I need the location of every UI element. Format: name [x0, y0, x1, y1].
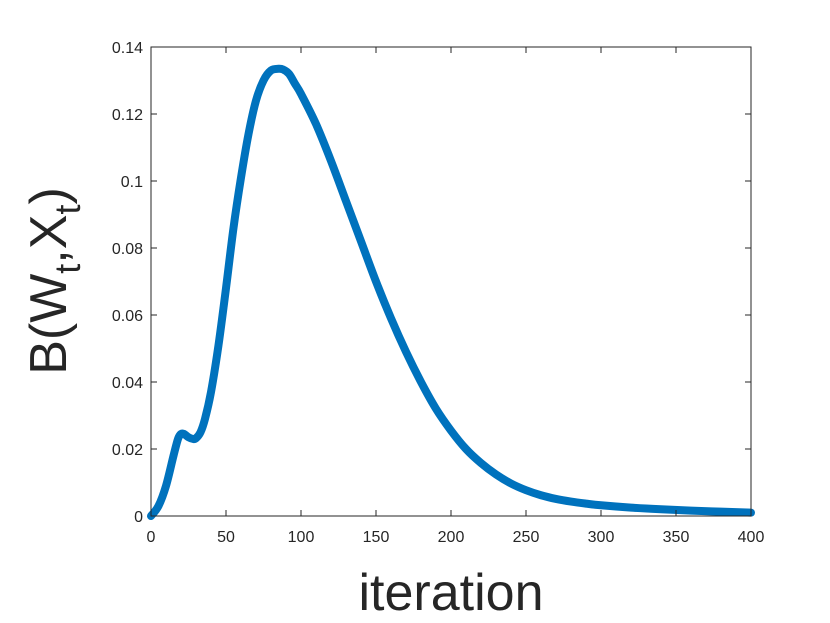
x-tick-label: 400: [738, 529, 765, 546]
series-layer: [147, 64, 755, 520]
y-axis-label: B(Wt,Xt): [20, 187, 88, 375]
x-axis-ticks: 0 50 100 150 200 250 300 350 400: [147, 47, 765, 546]
x-tick-label: 100: [288, 529, 315, 546]
x-tick-label: 350: [663, 529, 690, 546]
x-tick-label: 0: [147, 529, 156, 546]
x-tick-label: 150: [363, 529, 390, 546]
y-tick-label: 0.14: [112, 40, 143, 57]
y-tick-label: 0.06: [112, 308, 143, 325]
y-tick-label: 0.08: [112, 241, 143, 258]
y-label-base: B(W: [20, 274, 78, 375]
x-axis-label: iteration: [359, 564, 544, 622]
y-tick-label: 0: [134, 509, 143, 526]
x-tick-label: 200: [438, 529, 465, 546]
y-tick-label: 0.02: [112, 442, 143, 459]
plot-area: [151, 47, 751, 516]
y-label-mid: ,X: [20, 215, 78, 264]
y-tick-label: 0.12: [112, 107, 143, 124]
y-label-sub1: t: [47, 264, 88, 274]
x-tick-label: 300: [588, 529, 615, 546]
y-tick-label: 0.1: [121, 174, 143, 191]
x-tick-label: 250: [513, 529, 540, 546]
x-tick-label: 50: [217, 529, 235, 546]
series-line: [147, 64, 755, 520]
y-label-sub2: t: [47, 205, 88, 215]
y-axis-ticks: 0 0.02 0.04 0.06 0.08 0.1 0.12 0.14: [112, 40, 751, 526]
y-label-end: ): [20, 187, 78, 204]
y-tick-label: 0.04: [112, 375, 143, 392]
